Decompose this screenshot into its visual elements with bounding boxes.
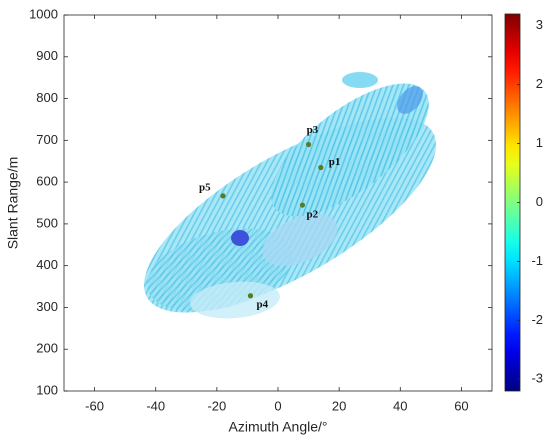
colorbar-tick-label: 1 xyxy=(536,135,543,150)
x-tick-label: -20 xyxy=(207,398,226,413)
colorbar-tick-label: -3 xyxy=(531,371,543,386)
y-tick-label: 500 xyxy=(36,215,58,230)
colorbar-tick-label: -2 xyxy=(531,312,543,327)
field-blob xyxy=(262,213,338,267)
y-tick-label: 400 xyxy=(36,257,58,272)
colorbar-tick-label: 3 xyxy=(536,17,543,32)
field-blob xyxy=(271,83,429,217)
x-tick-label: -40 xyxy=(146,398,165,413)
x-tick-label: 0 xyxy=(274,398,281,413)
x-tick-label: 60 xyxy=(454,398,468,413)
x-axis-label: Azimuth Angle/° xyxy=(229,419,328,435)
y-tick-label: 1000 xyxy=(29,6,58,21)
point-label: p3 xyxy=(307,124,319,136)
y-tick-label: 300 xyxy=(36,299,58,314)
colorbar-tick-label: 0 xyxy=(536,194,543,209)
y-axis-label: Slant Range/m xyxy=(5,157,21,250)
field-blob xyxy=(342,72,378,88)
field-blob xyxy=(190,281,280,319)
colorbar-tick-label: 2 xyxy=(536,76,543,91)
y-tick-label: 800 xyxy=(36,90,58,105)
y-tick-label: 900 xyxy=(36,48,58,63)
deformation-field xyxy=(143,72,437,319)
colorbar-tick-label: -1 xyxy=(531,253,543,268)
y-tick-label: 200 xyxy=(36,341,58,356)
point xyxy=(247,293,254,299)
point xyxy=(299,202,306,208)
point xyxy=(305,141,312,148)
x-tick-label: 40 xyxy=(393,398,407,413)
point-label: p5 xyxy=(199,181,211,193)
point xyxy=(318,164,324,171)
y-tick-label: 700 xyxy=(36,132,58,147)
point-label: p2 xyxy=(306,209,318,221)
point-label: p4 xyxy=(256,298,268,310)
y-tick-label: 100 xyxy=(36,382,58,397)
point-label: p1 xyxy=(329,156,341,168)
x-tick-label: 20 xyxy=(332,398,346,413)
x-tick-label: -60 xyxy=(85,398,104,413)
point xyxy=(220,193,226,199)
field-blob xyxy=(231,230,249,246)
y-tick-label: 600 xyxy=(36,174,58,189)
field-blob xyxy=(397,86,423,114)
